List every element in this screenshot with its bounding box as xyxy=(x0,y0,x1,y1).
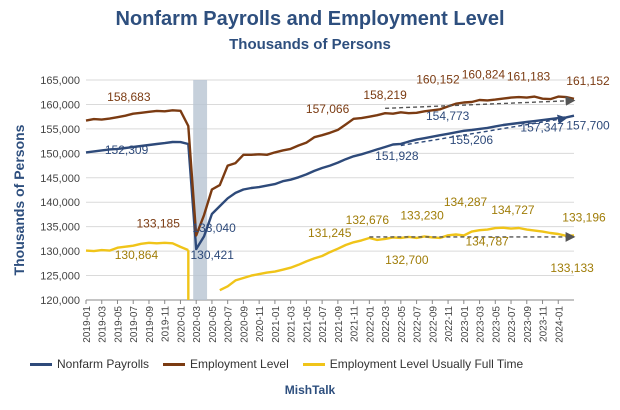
x-tick-label: 2024-01 xyxy=(554,306,565,343)
nonfarm-payrolls-line xyxy=(85,114,575,251)
legend-item-nonfarm: Nonfarm Payrolls xyxy=(30,357,149,371)
legend-swatch-employment xyxy=(163,362,186,366)
data-label: 158,219 xyxy=(363,88,407,102)
data-label: 130,421 xyxy=(190,248,234,262)
data-label: 161,183 xyxy=(507,70,551,84)
shaded-period xyxy=(193,80,208,300)
legend-label-employment: Employment Level xyxy=(190,357,289,371)
x-axis-ticks: 2019-01 2019-03 2019-05 2019-07 2019-09 2019-… xyxy=(82,300,565,343)
legend-swatch-fulltime xyxy=(302,362,325,366)
data-annotations: 158,683 152,309 133,185 130,864 133,040 130,4… xyxy=(105,67,610,274)
data-label: 131,245 xyxy=(308,226,352,240)
x-tick-label: 2022-09 xyxy=(428,306,439,343)
y-tick-label: 140,000 xyxy=(40,197,80,209)
data-label: 158,683 xyxy=(107,90,151,104)
data-label: 132,676 xyxy=(346,213,390,227)
y-tick-label: 120,000 xyxy=(40,295,80,307)
x-tick-label: 2021-01 xyxy=(271,306,282,343)
legend-label-fulltime: Employment Level Usually Full Time xyxy=(329,357,524,371)
legend-swatch-nonfarm xyxy=(30,362,52,366)
x-tick-label: 2022-07 xyxy=(413,306,424,343)
y-tick-label: 125,000 xyxy=(40,271,80,283)
x-tick-label: 2022-11 xyxy=(444,306,455,342)
data-label: 152,309 xyxy=(105,143,149,157)
data-label: 132,700 xyxy=(385,253,429,267)
data-label: 130,864 xyxy=(115,248,159,262)
x-tick-label: 2023-11 xyxy=(539,306,550,342)
x-tick-label: 2019-03 xyxy=(98,306,109,343)
x-tick-label: 2021-03 xyxy=(287,306,298,343)
chart-title: Nonfarm Payrolls and Employment Level xyxy=(115,8,505,30)
y-tick-label: 145,000 xyxy=(40,173,80,185)
series-lines xyxy=(85,95,575,300)
x-tick-label: 2022-01 xyxy=(365,306,376,343)
x-tick-label: 2019-07 xyxy=(129,306,140,343)
x-tick-label: 2023-01 xyxy=(460,306,471,343)
trend-arrows xyxy=(369,95,576,242)
x-tick-label: 2021-09 xyxy=(334,306,345,343)
data-label: 157,347 xyxy=(520,120,564,134)
data-label: 133,196 xyxy=(562,210,606,224)
x-tick-label: 2022-05 xyxy=(397,306,408,343)
data-label: 161,152 xyxy=(566,74,610,88)
x-tick-label: 2020-07 xyxy=(224,306,235,343)
data-label: 133,133 xyxy=(550,261,594,275)
data-label: 157,066 xyxy=(306,102,350,116)
x-tick-label: 2020-05 xyxy=(208,306,219,343)
x-tick-label: 2023-07 xyxy=(507,306,518,343)
data-label: 134,287 xyxy=(444,195,488,209)
legend-item-employment: Employment Level xyxy=(163,357,289,371)
y-tick-label: 160,000 xyxy=(40,99,80,111)
x-tick-label: 2021-07 xyxy=(318,306,329,343)
y-axis-label: Thousands of Persons xyxy=(11,124,27,275)
data-label: 160,152 xyxy=(416,73,460,87)
legend-item-fulltime: Employment Level Usually Full Time xyxy=(302,357,524,371)
employment-level-line xyxy=(85,95,575,237)
x-tick-label: 2019-05 xyxy=(113,306,124,343)
trend-arrow-employment xyxy=(385,95,576,110)
data-label: 151,928 xyxy=(375,149,419,163)
source-label: MishTalk xyxy=(284,383,336,397)
x-tick-label: 2020-03 xyxy=(192,306,203,343)
x-tick-label: 2019-01 xyxy=(82,306,93,343)
x-tick-label: 2020-01 xyxy=(176,306,187,343)
y-tick-label: 130,000 xyxy=(40,246,80,258)
gridlines xyxy=(86,79,574,301)
full-time-employment-line xyxy=(85,226,575,292)
chart-legend: Nonfarm Payrolls Employment Level Employ… xyxy=(30,357,620,371)
x-tick-label: 2023-05 xyxy=(491,306,502,343)
chart-subtitle: Thousands of Persons xyxy=(229,36,391,53)
x-tick-label: 2019-11 xyxy=(161,306,172,342)
data-label: 160,824 xyxy=(462,67,506,81)
y-tick-label: 150,000 xyxy=(40,148,80,160)
data-label: 133,185 xyxy=(136,217,180,231)
x-tick-label: 2021-05 xyxy=(302,306,313,343)
recession-shading xyxy=(193,80,208,300)
legend-label-nonfarm: Nonfarm Payrolls xyxy=(57,357,150,371)
data-label: 134,787 xyxy=(465,235,509,249)
data-label: 155,206 xyxy=(450,133,494,147)
data-label: 134,727 xyxy=(491,203,535,217)
x-tick-label: 2023-03 xyxy=(476,306,487,343)
x-tick-label: 2020-11 xyxy=(255,306,266,342)
x-tick-label: 2020-09 xyxy=(239,306,250,343)
y-tick-label: 165,000 xyxy=(40,75,80,87)
data-label: 133,040 xyxy=(192,221,236,235)
data-label: 157,700 xyxy=(566,119,610,133)
y-tick-label: 135,000 xyxy=(40,222,80,234)
x-tick-label: 2023-09 xyxy=(523,306,534,343)
x-tick-label: 2019-09 xyxy=(145,306,156,343)
data-label: 154,773 xyxy=(426,109,470,123)
data-label: 133,230 xyxy=(400,208,444,222)
x-tick-label: 2021-11 xyxy=(350,306,361,342)
x-tick-label: 2022-03 xyxy=(381,306,392,343)
y-axis-ticks: 120,000 125,000 130,000 135,000 140,000 145,0… xyxy=(40,75,80,307)
y-tick-label: 155,000 xyxy=(40,124,80,136)
